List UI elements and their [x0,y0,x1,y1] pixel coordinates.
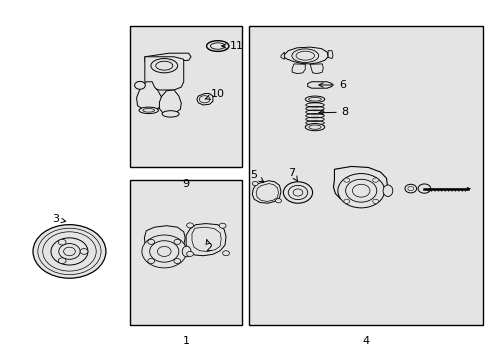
Circle shape [174,258,181,264]
Ellipse shape [162,111,179,117]
Ellipse shape [308,98,321,101]
Circle shape [275,199,281,203]
Polygon shape [144,57,183,90]
Ellipse shape [199,96,209,103]
Circle shape [147,239,154,244]
Ellipse shape [182,246,191,257]
Circle shape [372,178,378,182]
Bar [130,180,242,325]
Circle shape [147,258,154,264]
Polygon shape [327,51,332,59]
Text: 9: 9 [182,179,189,189]
Circle shape [372,199,378,203]
Circle shape [58,258,66,264]
Circle shape [283,182,312,203]
Circle shape [417,184,430,193]
Circle shape [343,199,349,203]
Circle shape [59,244,80,259]
Polygon shape [283,47,327,64]
Polygon shape [186,224,225,256]
Circle shape [58,239,66,245]
Ellipse shape [382,185,392,197]
Polygon shape [256,184,278,202]
Polygon shape [333,166,386,203]
Polygon shape [144,53,191,63]
Circle shape [186,251,193,256]
Circle shape [38,228,101,275]
Text: 4: 4 [362,336,369,346]
Polygon shape [192,227,221,251]
Circle shape [345,179,376,202]
Circle shape [80,249,88,254]
Ellipse shape [134,81,145,89]
Circle shape [352,184,369,197]
Text: 3: 3 [52,214,65,224]
Polygon shape [252,181,281,203]
Ellipse shape [142,109,154,112]
Text: 2: 2 [205,240,212,253]
Bar [130,26,242,167]
Text: 1: 1 [183,336,189,346]
Ellipse shape [305,123,324,131]
Ellipse shape [308,125,321,129]
Circle shape [149,241,179,262]
Text: 5: 5 [249,170,263,182]
Polygon shape [307,82,331,88]
Bar [249,26,482,325]
Circle shape [51,238,88,265]
Polygon shape [281,52,284,59]
Ellipse shape [295,51,314,60]
Circle shape [222,251,229,256]
Circle shape [174,239,181,244]
Polygon shape [144,226,185,252]
Ellipse shape [291,49,318,63]
Circle shape [219,223,225,228]
Circle shape [292,189,302,196]
Circle shape [142,235,186,268]
Polygon shape [466,188,469,190]
Polygon shape [309,64,323,73]
Circle shape [343,178,349,182]
Ellipse shape [210,43,224,49]
Circle shape [33,225,106,278]
Circle shape [157,247,171,256]
Circle shape [404,184,416,193]
Ellipse shape [151,59,177,73]
Circle shape [407,186,413,191]
Circle shape [42,232,96,271]
Polygon shape [136,82,162,111]
Text: 6: 6 [318,80,346,90]
Circle shape [63,247,75,256]
Ellipse shape [139,107,158,113]
Circle shape [252,181,258,186]
Ellipse shape [305,96,324,103]
Polygon shape [291,64,305,73]
Circle shape [337,174,384,208]
Circle shape [186,223,193,228]
Circle shape [287,185,307,200]
Text: 11: 11 [221,41,244,51]
Text: 8: 8 [318,107,348,117]
Polygon shape [197,94,212,105]
Polygon shape [159,90,181,114]
Ellipse shape [206,41,228,51]
Text: 10: 10 [204,89,224,99]
Text: 7: 7 [288,168,297,181]
Ellipse shape [156,61,172,70]
